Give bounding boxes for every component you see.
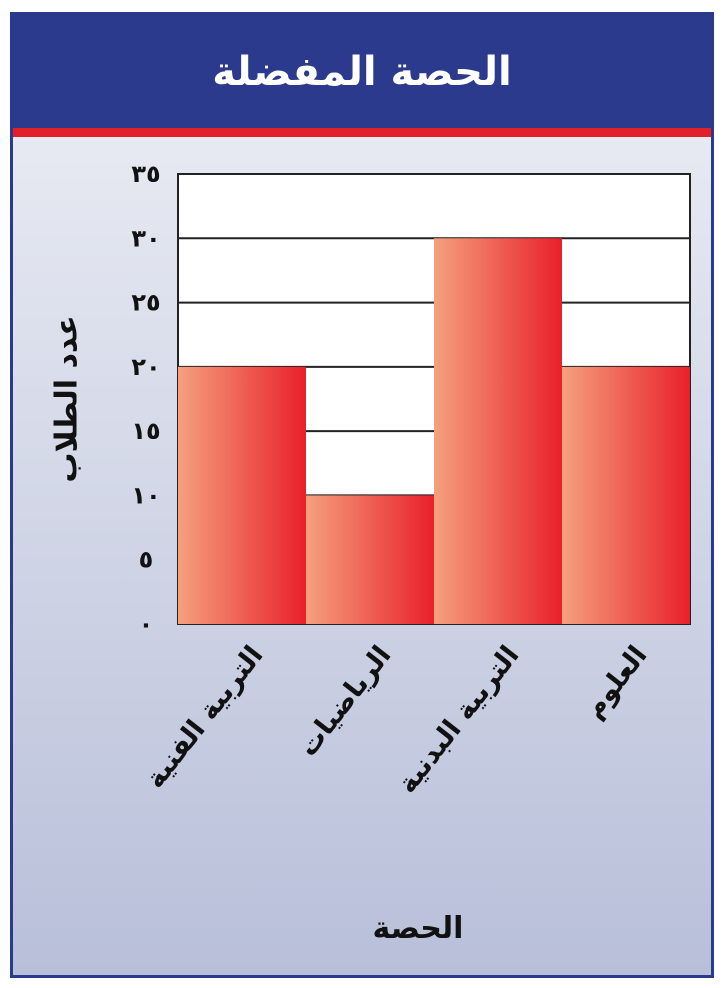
x-category-label: التربية البدنية <box>392 640 526 799</box>
y-axis-ticks: ٠ ٥ ١٠ ١٥ ٢٠ ٢٥ ٣٠ ٣٥ <box>131 160 160 638</box>
y-tick-label: ٥ <box>139 546 154 574</box>
y-tick-label: ٠ <box>139 610 154 638</box>
x-category-label: التربية الفنية <box>140 640 270 794</box>
x-axis-title: الحصة <box>373 911 464 946</box>
y-tick-label: ١٥ <box>131 417 160 445</box>
y-tick-label: ٣٠ <box>131 224 160 252</box>
y-tick-label: ٣٥ <box>131 160 160 188</box>
bars <box>178 238 690 625</box>
bar <box>562 366 690 624</box>
y-tick-label: ٢٥ <box>131 289 160 317</box>
y-tick-label: ٢٠ <box>131 353 160 381</box>
x-category-label: العلوم <box>578 640 653 724</box>
title-underline <box>13 128 711 137</box>
bar <box>306 495 434 624</box>
chart-title: الحصة المفضلة <box>13 15 711 128</box>
bar <box>178 366 306 624</box>
x-category-label: الرياضيات <box>293 640 398 762</box>
y-tick-label: ١٠ <box>131 481 160 509</box>
bar <box>434 238 562 625</box>
y-axis-title: عدد الطلاب <box>50 315 85 482</box>
